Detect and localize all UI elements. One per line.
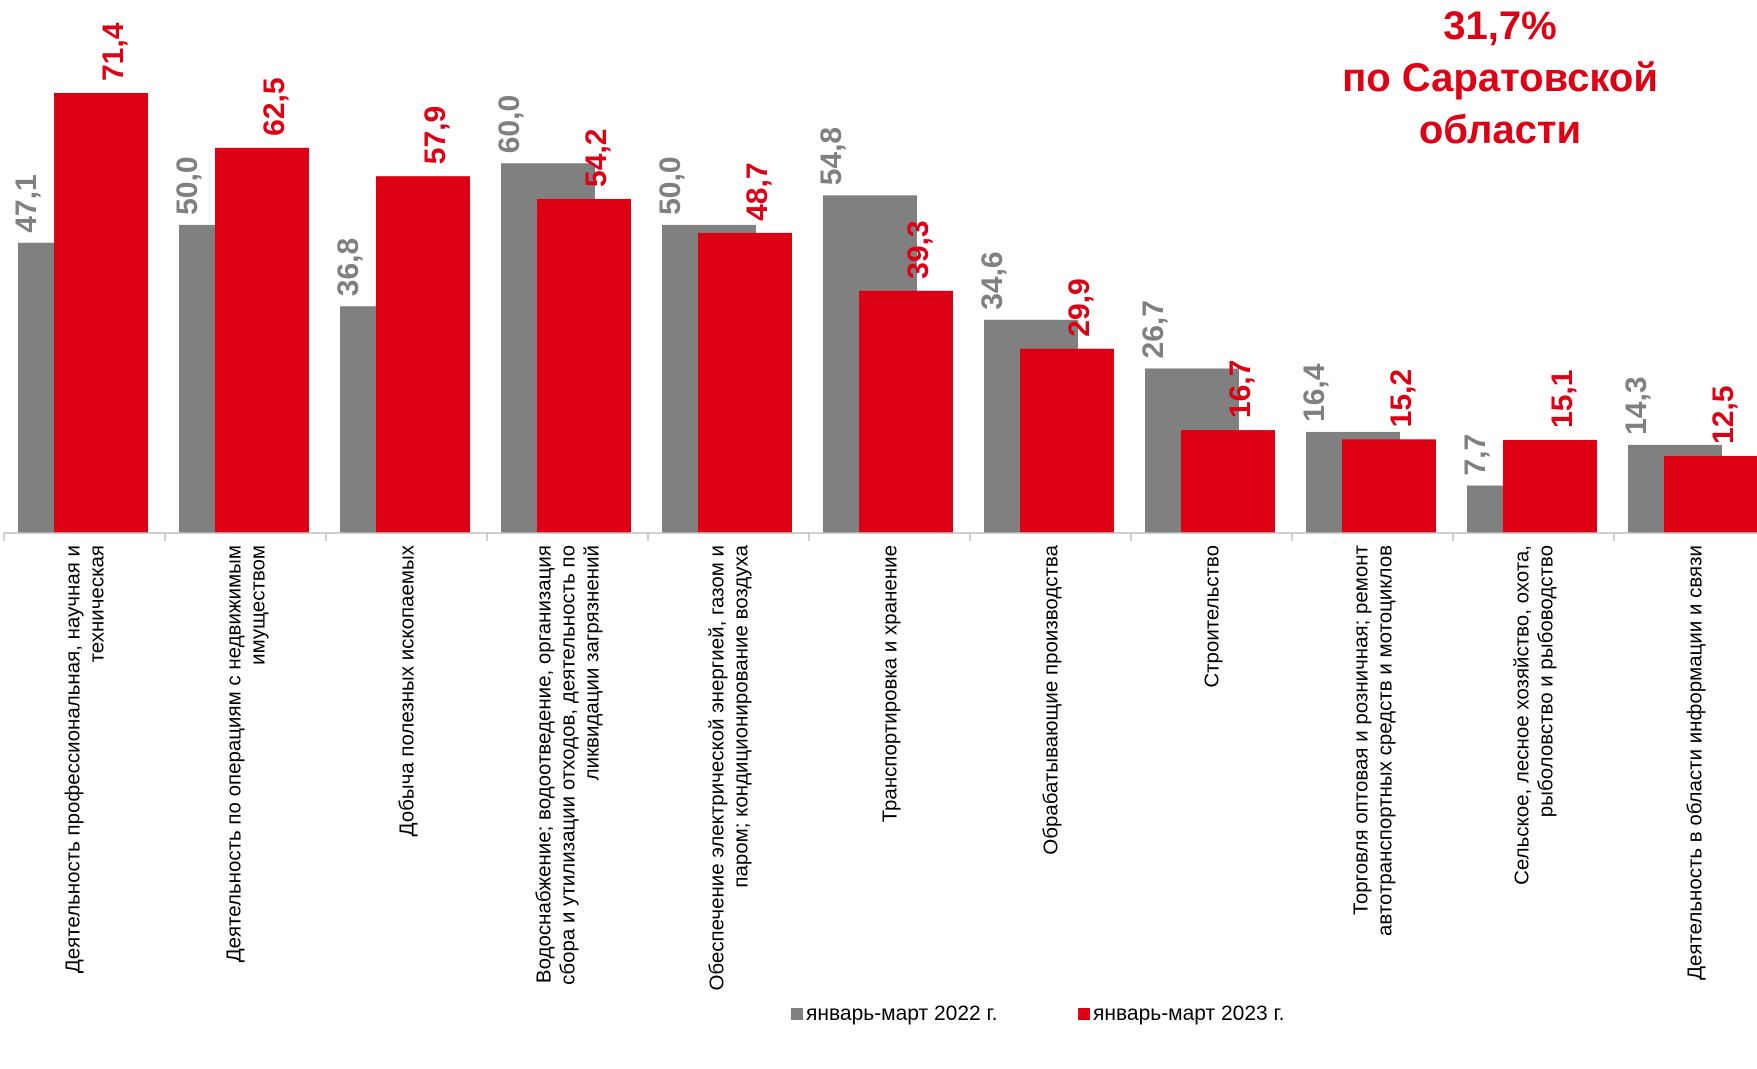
- category-label: Сельское, лесное хозяйство, охота, рыболо…: [1511, 545, 1558, 885]
- value-label-2022: 7,7: [1459, 434, 1492, 476]
- category-label-line: Добыча полезных ископаемых: [396, 544, 419, 836]
- category-label-line: Обрабатывающие производства: [1040, 544, 1063, 854]
- category-label-line: Строительство: [1201, 545, 1224, 688]
- value-label-2022: 16,4: [1298, 363, 1331, 422]
- value-label-2022: 50,0: [654, 156, 687, 214]
- category-label-line: техническая: [86, 545, 109, 662]
- bar-2023: [698, 232, 792, 534]
- value-label-2022: 50,0: [171, 156, 204, 214]
- category-label-line: Водоснабжение; водоотведение, организаци…: [533, 545, 556, 983]
- category-label-line: Транспортировка и хранение: [879, 545, 902, 822]
- value-label-2023: 48,7: [741, 162, 774, 220]
- legend: январь-март 2022 г. январь-март 2023 г.: [791, 1002, 1284, 1025]
- category-label-line: Сельское, лесное хозяйство, охота,: [1511, 545, 1534, 885]
- annotation-line-3: области: [1418, 108, 1582, 152]
- category-label: Обеспечение электрической энергией, газо…: [706, 544, 753, 990]
- bars-layer: [18, 93, 1757, 534]
- bar-2023: [54, 93, 148, 533]
- category-label-line: автотранспортных средств и мотоциклов: [1374, 545, 1397, 936]
- legend-swatch-2022: [791, 1008, 803, 1020]
- bar-2023: [1503, 439, 1597, 533]
- legend-label-2022: январь-март 2022 г.: [806, 1002, 997, 1025]
- category-label-line: Деятельность профессиональная, научная и: [62, 545, 85, 973]
- value-label-2023: 57,9: [419, 106, 452, 164]
- legend-swatch-2023: [1078, 1008, 1090, 1020]
- value-label-2023: 12,5: [1707, 386, 1740, 444]
- bar-2023: [1664, 455, 1757, 533]
- category-label: Добыча полезных ископаемых: [396, 544, 419, 836]
- category-label-line: сбора и утилизации отходов, деятельность…: [557, 545, 580, 985]
- category-label: Водоснабжение; водоотведение, организаци…: [533, 545, 604, 985]
- value-label-2022: 60,0: [493, 95, 526, 153]
- value-labels-layer: 47,1 71,4 50,0 62,5 36,8 57,9 60,0 54,2 50,0 48,7…: [10, 22, 1740, 475]
- bar-2023: [1342, 439, 1436, 533]
- category-label: Строительство: [1201, 545, 1224, 688]
- x-axis: [3, 532, 1757, 541]
- value-label-2022: 34,6: [976, 251, 1009, 309]
- value-label-2023: 29,9: [1063, 278, 1096, 336]
- category-label: Деятельность профессиональная, научная и…: [62, 545, 109, 973]
- bar-2023: [537, 198, 631, 534]
- bar-2023: [376, 176, 470, 533]
- value-label-2023: 54,2: [580, 129, 613, 187]
- annotation-line-2: по Саратовской: [1342, 56, 1658, 100]
- category-label: Обрабатывающие производства: [1040, 544, 1063, 854]
- bar-2023: [215, 147, 309, 533]
- value-label-2022: 54,8: [815, 127, 848, 185]
- value-label-2023: 62,5: [258, 77, 291, 135]
- category-label-line: ликвидации загрязнений: [581, 545, 604, 780]
- region-total-annotation: 31,7% по Саратовской области: [1240, 0, 1757, 156]
- category-label-line: паром; кондиционирование воздуха: [730, 544, 753, 887]
- category-label-line: имуществом: [247, 545, 270, 665]
- category-label: Транспортировка и хранение: [879, 545, 902, 822]
- value-label-2023: 15,2: [1385, 369, 1418, 427]
- category-label: Деятельность в области информации и связ…: [1684, 545, 1707, 980]
- category-label-line: Торговля оптовая и розничная; ремонт: [1350, 544, 1373, 915]
- bar-2023: [1020, 348, 1114, 533]
- bar-2023: [1181, 430, 1275, 533]
- category-label: Деятельность по операциям с недвижимым им…: [223, 545, 270, 962]
- value-label-2023: 16,7: [1224, 360, 1257, 418]
- value-label-2023: 39,3: [902, 220, 935, 278]
- value-label-2023: 15,1: [1546, 370, 1579, 428]
- legend-label-2023: январь-март 2023 г.: [1093, 1002, 1284, 1025]
- category-label-line: Деятельность в области информации и связ…: [1684, 545, 1707, 980]
- annotation-line-1: 31,7%: [1443, 4, 1557, 48]
- value-label-2022: 36,8: [332, 238, 365, 296]
- value-label-2022: 47,1: [10, 174, 43, 232]
- category-label-line: рыболовство и рыбоводство: [1535, 545, 1558, 817]
- category-label: Торговля оптовая и розничная; ремонт авто…: [1350, 544, 1397, 936]
- category-label-line: Обеспечение электрической энергией, газо…: [706, 545, 729, 991]
- bar-2023: [859, 290, 953, 533]
- value-label-2022: 14,3: [1620, 376, 1653, 434]
- category-label-line: Деятельность по операциям с недвижимым: [223, 545, 246, 962]
- value-label-2022: 26,7: [1137, 300, 1170, 358]
- value-label-2023: 71,4: [97, 22, 130, 81]
- category-labels-layer: Деятельность профессиональная, научная и…: [62, 544, 1707, 990]
